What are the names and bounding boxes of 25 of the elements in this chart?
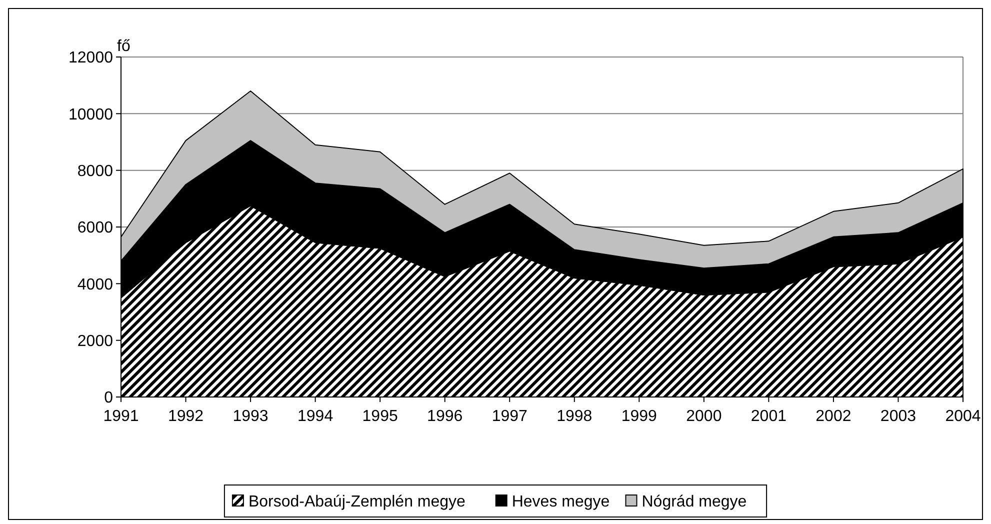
x-tick-label: 1994 (298, 408, 334, 425)
x-tick-label: 1992 (168, 408, 204, 425)
x-tick-label: 1997 (492, 408, 528, 425)
y-tick-label: 2000 (77, 332, 114, 350)
y-tick-label: 6000 (77, 220, 114, 237)
x-tick-label: 2002 (816, 408, 852, 425)
x-tick-label: 2003 (880, 408, 916, 425)
legend-label: Heves megye (512, 494, 610, 511)
y-tick-label: 0 (104, 390, 114, 407)
x-tick-label: 2001 (750, 408, 787, 425)
x-tick-label: 1999 (621, 408, 658, 425)
y-tick-label: 4000 (77, 276, 114, 294)
y-tick-label: 10000 (68, 106, 114, 124)
y-axis-title: fő (117, 38, 130, 55)
x-tick-label: 1995 (362, 408, 398, 425)
y-tick-label: 8000 (77, 162, 114, 180)
x-tick-label: 1993 (232, 408, 268, 425)
x-tick-label: 2000 (686, 408, 722, 425)
x-tick-label: 1998 (556, 408, 592, 425)
x-tick-label: 1996 (427, 408, 463, 425)
legend-label: Nógrád megye (642, 494, 747, 511)
x-tick-label: 1991 (103, 408, 139, 425)
x-tick-label: 2004 (945, 408, 981, 425)
legend-label: Borsod-Abaúj-Zemplén megye (248, 494, 466, 511)
y-tick-label: 12000 (68, 50, 114, 67)
